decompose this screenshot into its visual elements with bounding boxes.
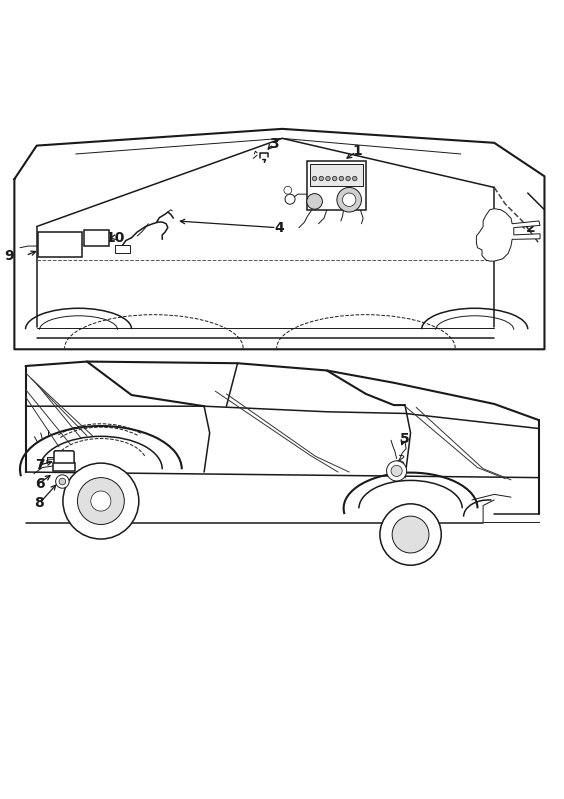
- Text: 2: 2: [526, 221, 535, 235]
- Circle shape: [319, 177, 324, 181]
- Circle shape: [59, 478, 66, 485]
- Bar: [307, 161, 366, 210]
- Bar: [115, 245, 130, 253]
- Circle shape: [352, 177, 357, 181]
- Circle shape: [332, 177, 337, 181]
- Bar: [54, 463, 74, 471]
- Circle shape: [337, 188, 362, 212]
- Text: 8: 8: [34, 496, 45, 511]
- Text: 10: 10: [105, 231, 125, 244]
- Circle shape: [339, 177, 343, 181]
- Circle shape: [391, 465, 402, 476]
- Circle shape: [346, 177, 350, 181]
- Circle shape: [77, 478, 124, 524]
- Circle shape: [285, 194, 295, 205]
- Circle shape: [326, 177, 330, 181]
- Circle shape: [307, 193, 323, 209]
- Text: 4: 4: [275, 221, 284, 235]
- Circle shape: [386, 461, 407, 481]
- Circle shape: [380, 504, 441, 565]
- Circle shape: [284, 186, 292, 194]
- Text: 7: 7: [34, 459, 45, 472]
- Circle shape: [91, 491, 111, 511]
- Circle shape: [392, 516, 429, 553]
- Circle shape: [312, 177, 317, 181]
- Text: 3: 3: [269, 137, 279, 151]
- Circle shape: [63, 463, 139, 539]
- Circle shape: [342, 193, 356, 206]
- Bar: [38, 232, 82, 257]
- Text: 5: 5: [400, 431, 410, 446]
- Circle shape: [56, 475, 69, 488]
- Polygon shape: [477, 209, 540, 261]
- Bar: [310, 164, 363, 186]
- Text: 9: 9: [4, 248, 14, 263]
- FancyBboxPatch shape: [54, 451, 74, 467]
- Bar: [84, 230, 109, 246]
- Text: 1: 1: [352, 144, 363, 158]
- Text: 6: 6: [34, 477, 45, 491]
